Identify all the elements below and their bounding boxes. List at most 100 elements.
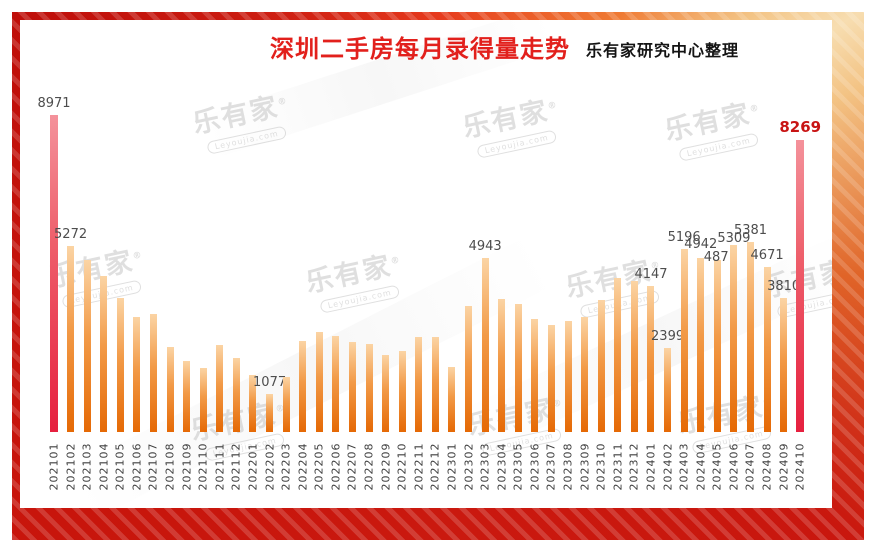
bar-202204	[299, 341, 307, 433]
bar-202310	[597, 300, 605, 433]
bar-202407	[746, 242, 754, 433]
bar-202101	[50, 114, 58, 433]
x-tick-label-202301: 202301	[445, 442, 459, 491]
x-tick-label-202409: 202409	[777, 442, 791, 491]
bar-202209	[382, 355, 390, 433]
bar-202306	[531, 318, 539, 433]
bar-202301	[448, 367, 456, 433]
bar-value-label-202101: 8971	[37, 95, 71, 111]
bar-202202	[266, 394, 274, 433]
x-tick-label-202308: 202308	[561, 442, 575, 491]
x-tick-label-202208: 202208	[362, 442, 376, 491]
bar-202410	[796, 139, 805, 433]
x-tick-label-202209: 202209	[379, 442, 393, 491]
x-tick-label-202307: 202307	[544, 442, 558, 491]
bar-202403	[680, 248, 688, 433]
bar-202203	[282, 377, 290, 433]
bar-value-label-202407: 5381	[733, 223, 768, 239]
x-tick-label-202302: 202302	[462, 442, 476, 491]
bar-202309	[581, 317, 589, 433]
bar-202307	[547, 325, 555, 433]
bar-202110	[199, 367, 207, 433]
bar-202104	[100, 276, 108, 433]
chart-title: 深圳二手房每月录得量走势	[270, 35, 570, 63]
bar-value-label-202401: 4147	[634, 266, 668, 282]
x-tick-label-202206: 202206	[329, 442, 343, 491]
x-tick-label-202103: 202103	[80, 442, 94, 491]
x-tick-label-202403: 202403	[677, 442, 691, 491]
brand-watermark: 乐有家®Leyoujia.com	[454, 91, 572, 162]
x-tick-label-202105: 202105	[113, 442, 127, 491]
bar-202109	[183, 361, 191, 433]
bar-202206	[332, 336, 340, 433]
x-tick-label-202306: 202306	[528, 442, 542, 491]
x-tick-label-202211: 202211	[412, 442, 426, 491]
x-tick-label-202401: 202401	[644, 442, 658, 491]
bar-202112	[232, 358, 240, 433]
x-tick-label-202402: 202402	[661, 442, 675, 491]
bar-202205	[315, 332, 323, 433]
x-tick-label-202112: 202112	[229, 442, 243, 491]
x-tick-label-202204: 202204	[296, 442, 310, 491]
x-tick-label-202404: 202404	[694, 442, 708, 491]
x-tick-label-202410: 202410	[793, 442, 807, 491]
bar-202211	[415, 336, 423, 433]
x-tick-label-202102: 202102	[64, 442, 78, 491]
bar-202107	[149, 313, 157, 433]
x-tick-label-202110: 202110	[196, 442, 210, 491]
bar-value-label-202404: 4942	[684, 236, 718, 252]
x-tick-label-202311: 202311	[611, 442, 625, 491]
bar-202305	[514, 304, 522, 433]
bar-202311	[614, 277, 622, 433]
bar-202312	[630, 281, 638, 433]
chart-source-note: 乐有家研究中心整理	[586, 41, 740, 60]
bar-202201	[249, 374, 257, 433]
x-tick-label-202309: 202309	[578, 442, 592, 491]
bar-202302	[465, 306, 473, 433]
bar-value-label-202409: 3810	[767, 278, 801, 294]
x-tick-label-202406: 202406	[727, 442, 741, 491]
x-tick-label-202212: 202212	[428, 442, 442, 491]
x-tick-label-202106: 202106	[130, 442, 144, 491]
bar-value-label-202410: 8269	[779, 117, 822, 136]
bar-value-label-202405: 4871	[703, 250, 737, 266]
x-tick-label-202111: 202111	[213, 442, 227, 491]
bar-value-label-202303: 4943	[468, 238, 502, 254]
x-tick-label-202109: 202109	[180, 442, 194, 491]
bar-202212	[431, 336, 439, 433]
bar-202405	[713, 260, 721, 433]
bar-202304	[498, 298, 506, 433]
x-tick-label-202201: 202201	[246, 442, 260, 491]
bar-202103	[83, 260, 91, 433]
bar-202404	[697, 257, 705, 433]
x-tick-label-202101: 202101	[47, 442, 61, 491]
bar-202210	[398, 350, 406, 433]
x-tick-label-202203: 202203	[279, 442, 293, 491]
bar-value-label-202102: 5272	[54, 226, 88, 242]
chart-area: 深圳二手房每月录得量走势 乐有家研究中心整理 乐有家® Leyoujia.com 乐…	[20, 20, 832, 508]
x-tick-label-202108: 202108	[163, 442, 177, 491]
bar-202102	[67, 245, 75, 433]
bar-202308	[564, 320, 572, 433]
bar-202106	[133, 317, 141, 433]
bar-202208	[365, 344, 373, 433]
x-tick-label-202310: 202310	[594, 442, 608, 491]
x-tick-label-202107: 202107	[146, 442, 160, 491]
x-tick-label-202305: 202305	[511, 442, 525, 491]
brand-watermark: 乐有家®Leyoujia.com	[656, 94, 774, 165]
bar-202406	[730, 244, 738, 433]
bar-202207	[348, 341, 356, 433]
bar-value-label-202403: 5196	[667, 229, 701, 245]
x-tick-label-202312: 202312	[627, 442, 641, 491]
x-tick-label-202405: 202405	[710, 442, 724, 491]
bar-202401	[647, 285, 655, 433]
bar-value-label-202202: 1077	[253, 375, 287, 391]
x-tick-label-202104: 202104	[97, 442, 111, 491]
bar-value-label-202402: 2399	[651, 328, 685, 344]
x-tick-label-202304: 202304	[495, 442, 509, 491]
bar-202408	[763, 267, 771, 433]
bar-202105	[116, 297, 124, 433]
bar-202108	[166, 346, 174, 433]
x-tick-label-202202: 202202	[263, 442, 277, 491]
